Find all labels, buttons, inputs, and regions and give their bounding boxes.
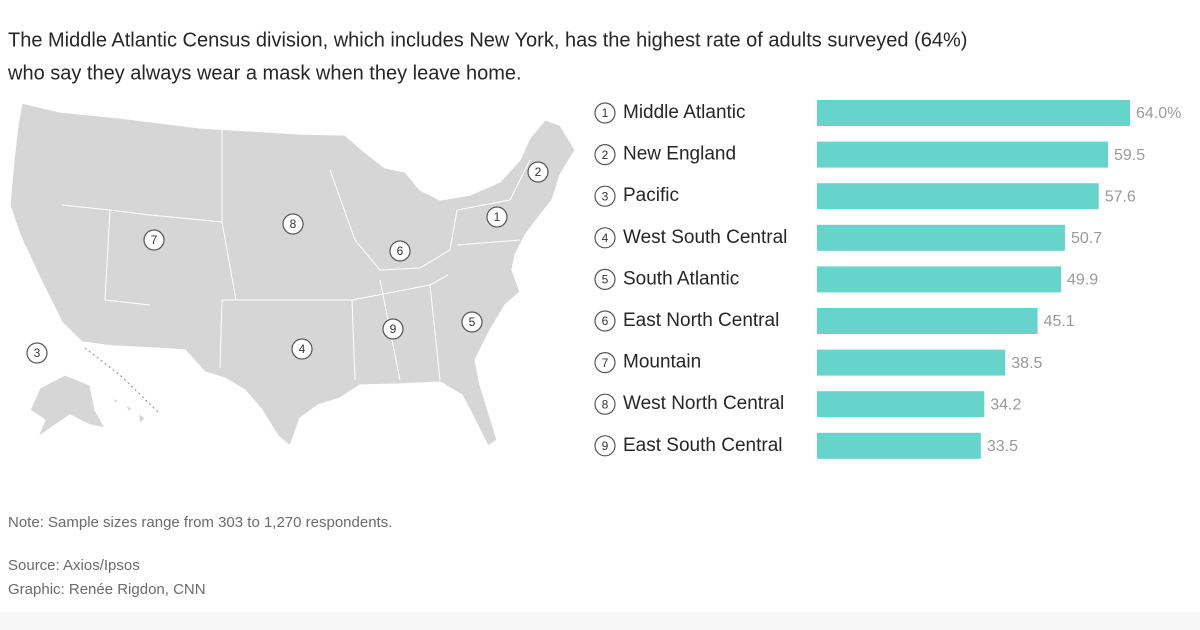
category-label: East North Central	[623, 310, 779, 331]
bar	[817, 266, 1062, 293]
us-map	[9, 102, 576, 448]
value-label: 34.2	[990, 396, 1021, 413]
rank-badge	[594, 352, 616, 374]
rank-badge	[461, 311, 483, 333]
category-label: Pacific	[623, 185, 679, 206]
rank-badge	[291, 338, 313, 360]
rank-badge	[26, 342, 48, 364]
contiguous-us	[9, 102, 576, 448]
rank-badge	[389, 240, 411, 262]
value-label: 33.5	[987, 438, 1018, 455]
bar	[817, 349, 1006, 376]
rank-badge	[594, 102, 616, 124]
rank-badge	[594, 268, 616, 290]
rank-number: 9	[390, 322, 397, 336]
rank-number: 6	[602, 314, 609, 328]
category-label: Middle Atlantic	[623, 102, 746, 123]
note: Note: Sample sizes range from 303 to 1,2…	[8, 514, 392, 531]
rank-number: 6	[397, 244, 404, 258]
rank-number: 8	[290, 217, 297, 231]
source: Source: Axios/Ipsos	[8, 557, 140, 574]
credit: Graphic: Renée Rigdon, CNN	[8, 581, 206, 598]
value-label: 57.6	[1105, 188, 1136, 205]
rank-badge	[594, 393, 616, 415]
rank-number: 4	[299, 342, 306, 356]
rank-badge	[594, 435, 616, 457]
category-label: West North Central	[623, 393, 784, 414]
bar	[817, 100, 1130, 126]
rank-number: 4	[602, 231, 609, 245]
bar	[817, 224, 1065, 251]
category-label: West South Central	[623, 227, 787, 248]
category-label: Mountain	[623, 352, 701, 373]
bar	[817, 432, 981, 459]
rank-number: 1	[494, 210, 501, 224]
rank-number: 3	[602, 189, 609, 203]
rank-badge	[594, 185, 616, 207]
alaska	[29, 374, 107, 439]
rank-number: 3	[34, 346, 41, 360]
rank-badge	[594, 227, 616, 249]
rank-number: 7	[602, 356, 609, 370]
title-line: The Middle Atlantic Census division, whi…	[8, 29, 967, 51]
value-label: 64.0%	[1136, 105, 1181, 122]
bar	[817, 391, 985, 418]
rank-badge	[594, 310, 616, 332]
category-label: East South Central	[623, 435, 782, 456]
rank-badge	[282, 213, 304, 235]
hawaii	[110, 396, 146, 426]
rank-number: 5	[602, 273, 609, 287]
rank-badge	[486, 206, 508, 228]
value-label: 59.5	[1114, 147, 1145, 164]
bar	[817, 308, 1038, 334]
value-label: 50.7	[1071, 230, 1102, 247]
rank-badge	[382, 318, 404, 340]
value-label: 45.1	[1044, 313, 1075, 330]
rank-badge	[143, 229, 165, 251]
rank-badge	[594, 144, 616, 166]
category-label: New England	[623, 144, 736, 165]
rank-number: 1	[602, 106, 609, 120]
category-label: South Atlantic	[623, 268, 739, 289]
rank-number: 9	[602, 439, 609, 453]
rank-number: 8	[602, 397, 609, 411]
footer-band	[0, 612, 1200, 630]
title-line: who say they always wear a mask when the…	[7, 62, 522, 84]
value-label: 38.5	[1011, 355, 1042, 372]
rank-number: 7	[151, 233, 158, 247]
rank-badge	[527, 161, 549, 183]
rank-number: 5	[469, 315, 476, 329]
bar	[817, 183, 1099, 210]
rank-number: 2	[535, 165, 542, 179]
bar	[817, 141, 1108, 168]
rank-number: 2	[602, 148, 609, 162]
value-label: 49.9	[1067, 272, 1098, 289]
